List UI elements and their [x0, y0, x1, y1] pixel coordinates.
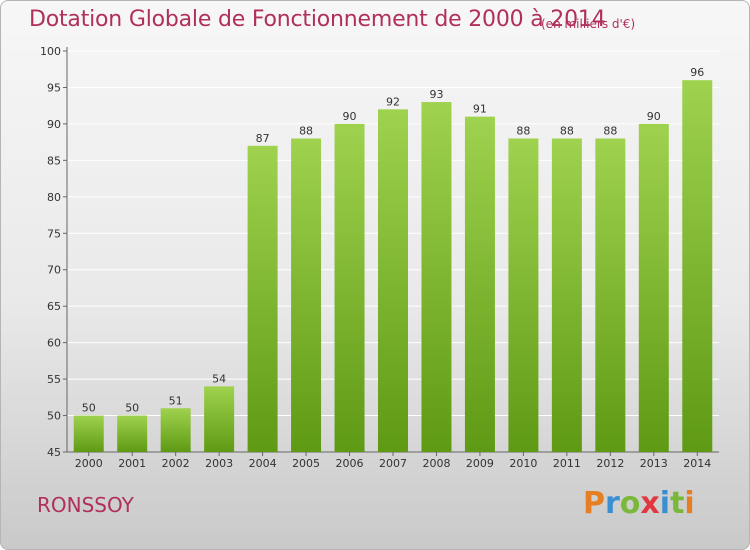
x-tick-label-2006: 2006	[336, 457, 364, 470]
y-tick-label: 70	[47, 264, 61, 277]
value-labels: 50 50 51 54 87 88 90 92 93 91 88 88 88 90 96	[82, 66, 705, 414]
chart-title: Dotation Globale de Fonctionnement de 20…	[29, 7, 606, 32]
x-tick-labels: 2000 2001 2002 2003 2004 2005 2006 2007 2008 2009…	[75, 457, 712, 470]
value-label-2000: 50	[82, 402, 96, 415]
logo-letter: x	[640, 486, 660, 521]
y-tick-label: 80	[47, 191, 61, 204]
x-tick-label-2008: 2008	[422, 457, 450, 470]
bar-2000	[73, 415, 104, 452]
unit-label: (en milliers d'€)	[541, 17, 636, 31]
logo-letter: i	[659, 486, 671, 521]
bar-2008	[421, 102, 452, 452]
logo-letter: r	[605, 486, 620, 521]
x-tick-label-2014: 2014	[683, 457, 711, 470]
bar-2014	[682, 80, 713, 452]
x-tick-label-2003: 2003	[205, 457, 233, 470]
y-tick-label: 90	[47, 118, 61, 131]
value-label-2006: 90	[343, 110, 357, 123]
x-tick-label-2000: 2000	[75, 457, 103, 470]
value-label-2014: 96	[690, 66, 704, 79]
x-tick-label-2007: 2007	[379, 457, 407, 470]
y-tick-label: 50	[47, 410, 61, 423]
value-label-2009: 91	[473, 103, 487, 116]
y-tick-label: 55	[47, 373, 61, 386]
logo-letter: P	[583, 486, 605, 521]
commune-name: RONSSOY	[37, 493, 134, 517]
x-tick-label-2005: 2005	[292, 457, 320, 470]
y-tick-label: 85	[47, 154, 61, 167]
x-tick-label-2002: 2002	[162, 457, 190, 470]
value-label-2012: 88	[603, 124, 617, 137]
bar-2009	[464, 116, 495, 453]
y-tick-label: 100	[40, 45, 61, 58]
x-tick-label-2001: 2001	[118, 457, 146, 470]
value-label-2007: 92	[386, 95, 400, 108]
logo-letter: t	[670, 486, 685, 521]
bars	[73, 80, 713, 453]
bar-2013	[638, 123, 669, 452]
x-tick-label-2013: 2013	[640, 457, 668, 470]
bar-2003	[204, 386, 235, 452]
value-label-2010: 88	[516, 124, 530, 137]
x-tick-label-2012: 2012	[596, 457, 624, 470]
value-label-2008: 93	[429, 88, 443, 101]
proxiti-logo: Proxiti	[583, 486, 695, 521]
value-label-2003: 54	[212, 372, 226, 385]
bar-2001	[117, 415, 148, 452]
bar-2005	[291, 138, 322, 452]
y-tick-label: 45	[47, 446, 61, 459]
value-label-2011: 88	[560, 124, 574, 137]
value-label-2013: 90	[647, 110, 661, 123]
y-tick-label: 65	[47, 300, 61, 313]
x-tick-label-2011: 2011	[553, 457, 581, 470]
value-label-2002: 51	[169, 394, 183, 407]
y-tick-label: 75	[47, 227, 61, 240]
bar-2006	[334, 123, 365, 452]
bar-2010	[508, 138, 539, 452]
logo-letter: o	[619, 486, 641, 521]
bar-2011	[551, 138, 582, 452]
value-label-2005: 88	[299, 124, 313, 137]
y-tick-labels: 45 50 55 60 65 70 75 80 85 90 95 100	[40, 45, 61, 459]
bar-2012	[595, 138, 626, 452]
bar-2004	[247, 145, 278, 453]
y-tick-label: 60	[47, 337, 61, 350]
value-label-2004: 87	[256, 132, 270, 145]
y-tick-label: 95	[47, 81, 61, 94]
bar-2002	[160, 408, 191, 452]
x-tick-label-2004: 2004	[249, 457, 277, 470]
bar-2007	[378, 109, 408, 452]
x-tick-label-2009: 2009	[466, 457, 494, 470]
logo-letter: i	[684, 486, 695, 521]
x-tick-label-2010: 2010	[509, 457, 537, 470]
value-label-2001: 50	[125, 402, 139, 415]
